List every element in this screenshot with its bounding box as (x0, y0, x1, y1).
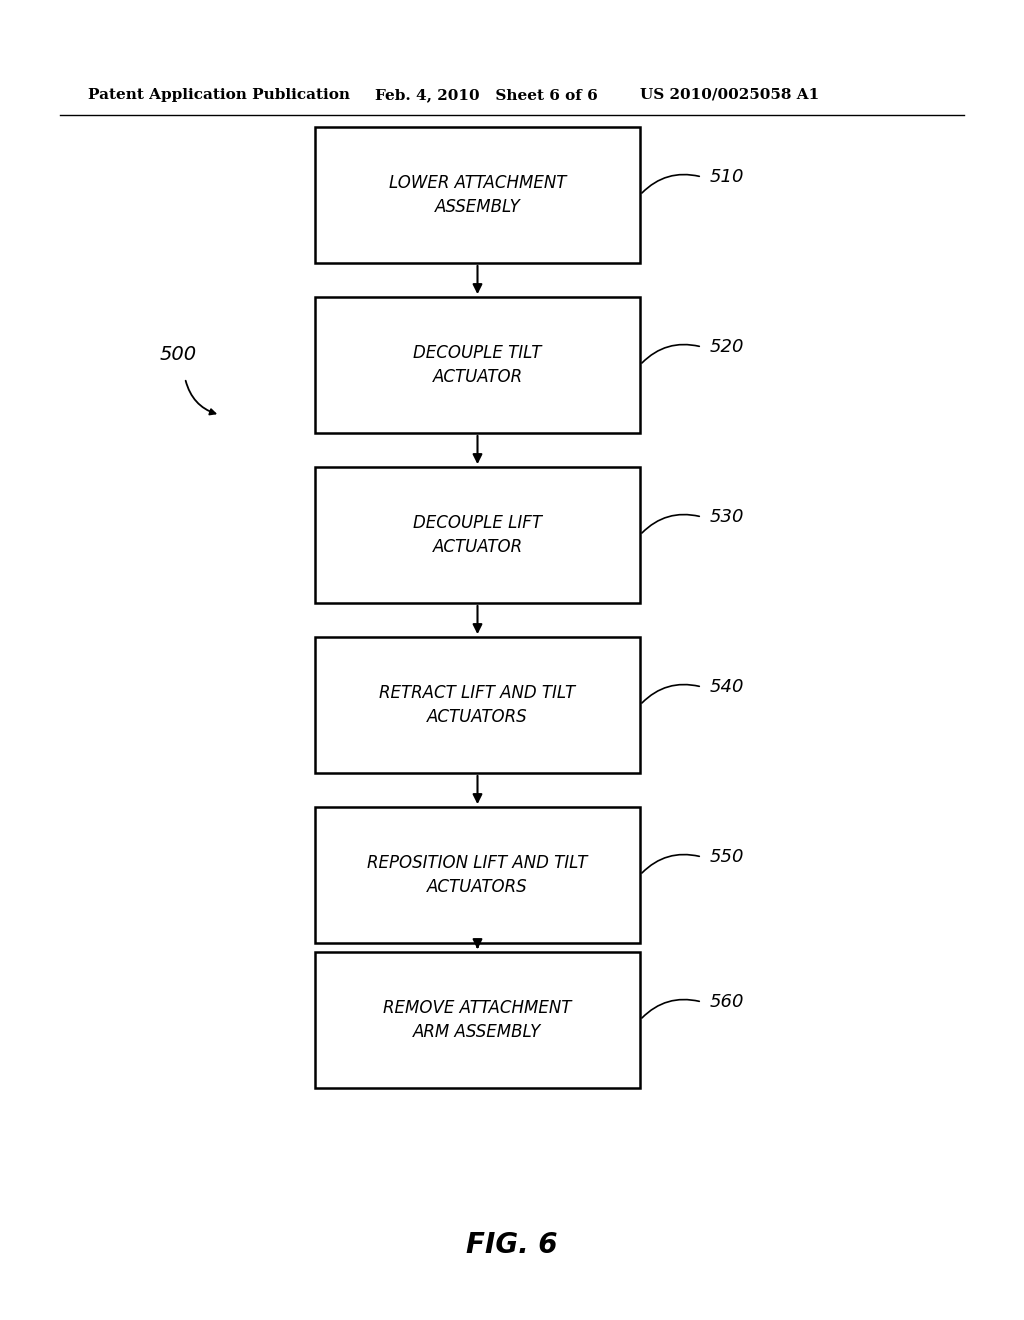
Text: DECOUPLE TILT
ACTUATOR: DECOUPLE TILT ACTUATOR (414, 345, 542, 385)
Text: REPOSITION LIFT AND TILT
ACTUATORS: REPOSITION LIFT AND TILT ACTUATORS (368, 854, 588, 896)
Bar (315, 638, 640, 774)
Text: 510: 510 (710, 168, 744, 186)
Text: 560: 560 (710, 993, 744, 1011)
Bar (315, 297, 640, 433)
Text: Feb. 4, 2010   Sheet 6 of 6: Feb. 4, 2010 Sheet 6 of 6 (375, 88, 598, 102)
Text: LOWER ATTACHMENT
ASSEMBLY: LOWER ATTACHMENT ASSEMBLY (389, 174, 566, 215)
Text: REMOVE ATTACHMENT
ARM ASSEMBLY: REMOVE ATTACHMENT ARM ASSEMBLY (383, 999, 571, 1040)
Text: 500: 500 (160, 346, 197, 364)
Text: US 2010/0025058 A1: US 2010/0025058 A1 (640, 88, 819, 102)
Text: 530: 530 (710, 508, 744, 525)
Bar (315, 467, 640, 603)
Text: FIG. 6: FIG. 6 (466, 1232, 558, 1259)
Text: 550: 550 (710, 847, 744, 866)
Text: RETRACT LIFT AND TILT
ACTUATORS: RETRACT LIFT AND TILT ACTUATORS (380, 684, 575, 726)
Text: Patent Application Publication: Patent Application Publication (88, 88, 350, 102)
Text: DECOUPLE LIFT
ACTUATOR: DECOUPLE LIFT ACTUATOR (413, 515, 542, 556)
Bar (315, 807, 640, 942)
Text: 540: 540 (710, 678, 744, 696)
Text: 520: 520 (710, 338, 744, 356)
Bar (315, 952, 640, 1088)
Bar (315, 127, 640, 263)
